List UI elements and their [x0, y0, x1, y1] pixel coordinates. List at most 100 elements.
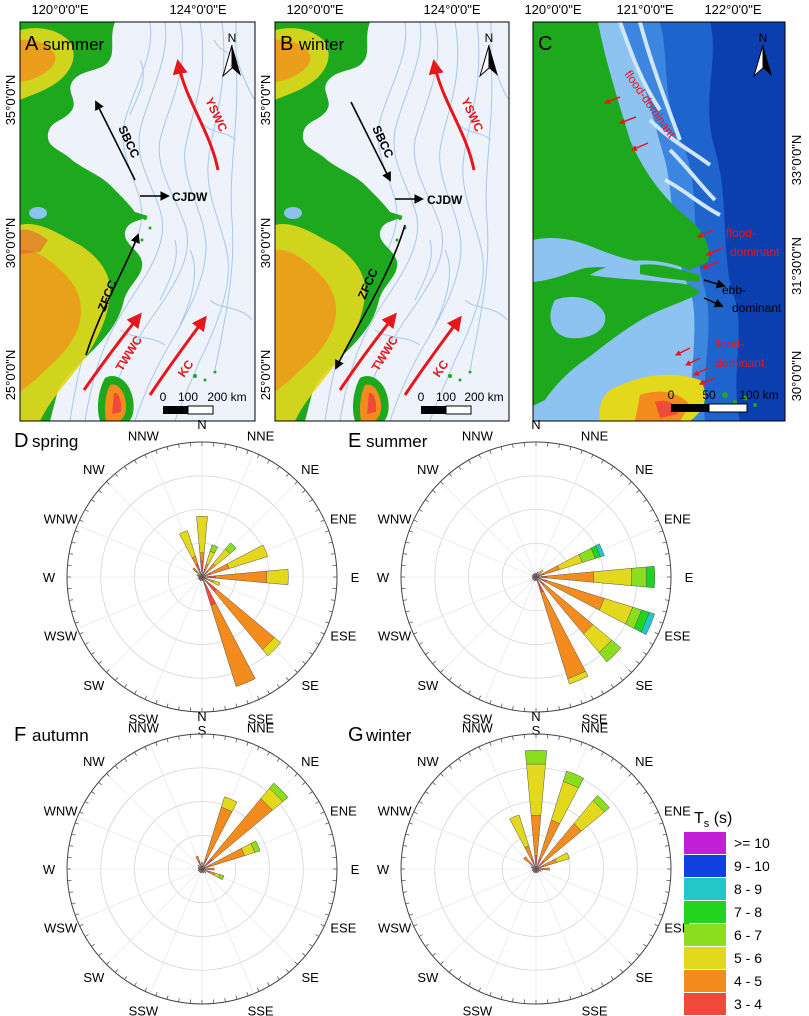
rose-spoke [201, 576, 327, 629]
rose-tick [649, 642, 654, 645]
rose-tick [405, 541, 410, 544]
direction-label: SW [417, 970, 439, 985]
yswc-arrow [172, 59, 220, 171]
lon-label: 120°0'0"E [31, 2, 88, 17]
legend-swatch [684, 947, 726, 969]
rose-petal [595, 543, 605, 558]
rose-tick [440, 773, 444, 777]
rose-tick [235, 703, 238, 708]
rose-spoke [484, 868, 537, 994]
rose-tick [418, 642, 423, 645]
panel-letter: A summer [25, 33, 105, 55]
svg-text:0: 0 [668, 388, 675, 402]
rose-tick [68, 891, 74, 893]
scale-bar: 0 100 200 km [418, 390, 504, 415]
rose-tick [662, 902, 667, 905]
rose-tick [425, 943, 429, 947]
legend-label: 8 - 9 [734, 881, 762, 897]
lat-labels-c: 33°0'0"N 31°30'0"N 30°0'0"N [789, 135, 804, 402]
rose-petal [535, 571, 539, 578]
rose-tick [601, 982, 604, 987]
direction-label: ENE [330, 803, 357, 818]
rose-tick [658, 913, 663, 916]
rose-tick [315, 509, 320, 512]
lat-label: 30°0'0"N [258, 218, 273, 269]
rose-petal [640, 611, 655, 636]
rose-tick [418, 801, 423, 804]
rose-tick [84, 801, 89, 804]
direction-label: SE [302, 678, 320, 693]
tidal-ridges [618, 22, 721, 217]
rose-tick [610, 976, 614, 980]
rose-petal [532, 573, 537, 578]
panel-letter: E [348, 430, 361, 452]
direction-label: ESE [330, 629, 356, 644]
rose-spoke [77, 525, 203, 578]
rose-tick [662, 610, 667, 613]
direction-label: E [685, 570, 694, 585]
rose-tick [619, 765, 624, 769]
rose-tick [224, 997, 226, 1003]
rose-tick [405, 833, 410, 836]
rose-tick [643, 943, 647, 947]
direction-label: W [377, 570, 390, 585]
rose-tick [654, 811, 659, 814]
rose-petal [535, 868, 540, 873]
rose-petal [198, 868, 203, 873]
rose-tick [580, 991, 583, 996]
rose-tick [402, 599, 408, 601]
lat-label: 35°0'0"N [258, 75, 273, 126]
rose-tick [643, 791, 647, 795]
legend-swatch [684, 878, 726, 900]
rose-tick [257, 746, 260, 751]
direction-label: ENE [330, 511, 357, 526]
rose-tick [330, 891, 336, 893]
rose-tick [628, 481, 632, 485]
rose-tick [649, 801, 654, 804]
rose-tick [294, 773, 298, 777]
direction-label: WNW [44, 511, 79, 526]
rose-tick [478, 695, 481, 700]
map-panel-b: B winter N YSWC SBCC CJDW ZFCC TWWC KC 0… [274, 21, 510, 422]
rose-tick [178, 443, 180, 449]
lat-label: 35°0'0"N [3, 75, 18, 126]
current-label-cjdw: CJDW [172, 190, 208, 204]
rose-tick [425, 651, 429, 655]
rose-petal [197, 576, 203, 578]
legend-label: 3 - 4 [734, 996, 762, 1012]
rose-tick [649, 509, 654, 512]
rose-petal [196, 574, 203, 578]
direction-label: SSE [248, 1003, 274, 1016]
rose-petal [645, 565, 656, 589]
rose-tick [636, 781, 640, 786]
label-flood-dominant: flood- [726, 226, 756, 240]
rose-tick [144, 746, 147, 751]
legend-title: Ts (s) [694, 810, 732, 830]
rose-spoke [440, 868, 537, 965]
rose-petal [208, 867, 215, 871]
label-ebb-dominant: dominant [732, 301, 782, 315]
rose-tick [71, 902, 76, 905]
rose-tick [91, 791, 95, 795]
rose-tick [448, 473, 453, 477]
rose-tick [75, 530, 80, 533]
rose-tick [402, 553, 408, 555]
current-label-cjdw: CJDW [427, 193, 463, 207]
rose-petal [196, 516, 208, 554]
direction-label: E [351, 862, 360, 877]
rose-tick [166, 703, 169, 708]
legend-label: 4 - 5 [734, 973, 762, 989]
rose-tick [478, 746, 481, 751]
rose-petal [197, 866, 203, 870]
kc-arrow [148, 315, 207, 396]
direction-label: NE [301, 462, 319, 477]
sbcc-arrow [350, 101, 391, 182]
direction-label: NNE [247, 429, 275, 444]
rose-tick [224, 705, 226, 711]
direction-label: ENE [664, 803, 691, 818]
legend-label: 7 - 8 [734, 904, 762, 920]
direction-label: W [43, 862, 56, 877]
rose-petal [532, 868, 537, 873]
rose-tick [106, 961, 110, 965]
